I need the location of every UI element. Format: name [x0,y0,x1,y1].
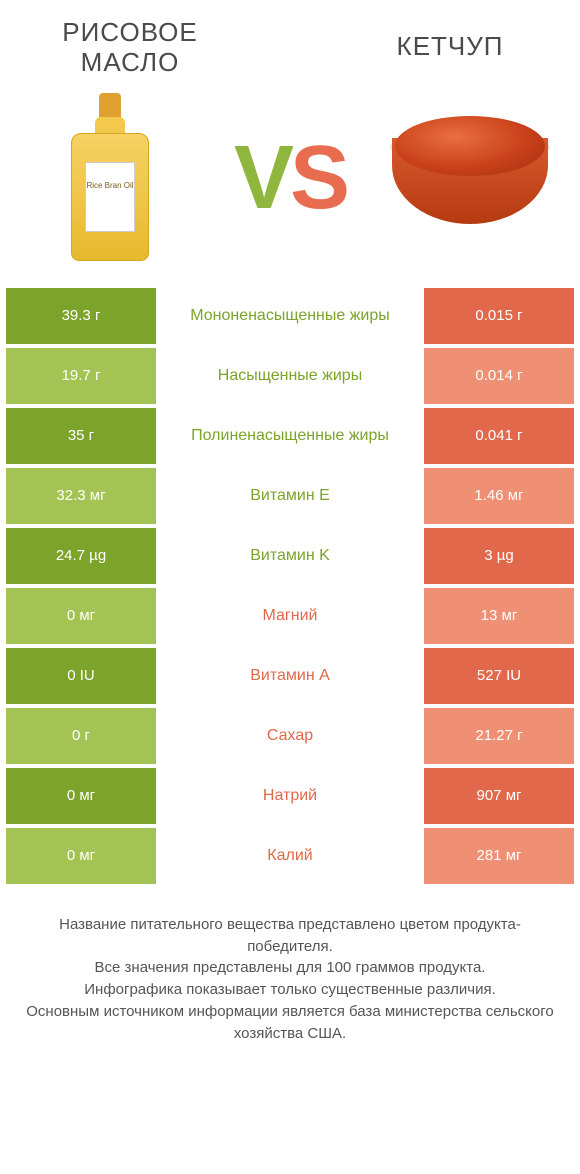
value-b: 1.46 мг [424,468,574,524]
nutrient-label: Витамин K [156,528,424,584]
value-a: 39.3 г [6,288,156,344]
value-a: 0 г [6,708,156,764]
table-row: 35 гПолиненасыщенные жиры0.041 г [6,408,574,464]
product-a-title: РИСОВОЕ МАСЛО [30,18,230,78]
nutrient-label: Магний [156,588,424,644]
nutrient-label: Калий [156,828,424,884]
value-b: 13 мг [424,588,574,644]
value-b: 527 IU [424,648,574,704]
nutrient-label: Насыщенные жиры [156,348,424,404]
vs-v: V [234,128,290,228]
comparison-table: 39.3 гМононенасыщенные жиры0.015 г19.7 г… [0,288,580,884]
table-row: 19.7 гНасыщенные жиры0.014 г [6,348,574,404]
value-a: 0 мг [6,768,156,824]
value-a: 0 мг [6,588,156,644]
value-a: 35 г [6,408,156,464]
footer-notes: Название питательного вещества представл… [0,888,580,1045]
vs-s: S [290,128,346,228]
images-row: Rice Bran Oil VS [0,78,580,288]
product-b-title: КЕТЧУП [350,32,550,62]
nutrient-label: Полиненасыщенные жиры [156,408,424,464]
oil-bottle-icon: Rice Bran Oil [70,93,150,263]
value-a: 0 IU [6,648,156,704]
table-row: 0 гСахар21.27 г [6,708,574,764]
nutrient-label: Витамин E [156,468,424,524]
value-a: 19.7 г [6,348,156,404]
value-a: 24.7 µg [6,528,156,584]
bottle-label: Rice Bran Oil [85,162,135,232]
value-b: 3 µg [424,528,574,584]
footer-line: Основным источником информации является … [24,1001,556,1045]
header: РИСОВОЕ МАСЛО КЕТЧУП [0,0,580,78]
value-b: 281 мг [424,828,574,884]
value-a: 0 мг [6,828,156,884]
value-b: 0.014 г [424,348,574,404]
product-b-image [390,88,550,268]
footer-line: Все значения представлены для 100 граммо… [24,957,556,979]
table-row: 0 IUВитамин A527 IU [6,648,574,704]
value-b: 21.27 г [424,708,574,764]
footer-line: Инфографика показывает только существенн… [24,979,556,1001]
table-row: 0 мгНатрий907 мг [6,768,574,824]
table-row: 0 мгМагний13 мг [6,588,574,644]
nutrient-label: Мононенасыщенные жиры [156,288,424,344]
footer-line: Название питательного вещества представл… [24,914,556,958]
table-row: 0 мгКалий281 мг [6,828,574,884]
ketchup-bowl-icon [390,108,550,248]
value-b: 0.041 г [424,408,574,464]
value-b: 0.015 г [424,288,574,344]
nutrient-label: Сахар [156,708,424,764]
table-row: 32.3 мгВитамин E1.46 мг [6,468,574,524]
table-row: 39.3 гМононенасыщенные жиры0.015 г [6,288,574,344]
value-b: 907 мг [424,768,574,824]
table-row: 24.7 µgВитамин K3 µg [6,528,574,584]
value-a: 32.3 мг [6,468,156,524]
nutrient-label: Витамин A [156,648,424,704]
product-a-image: Rice Bran Oil [30,88,190,268]
nutrient-label: Натрий [156,768,424,824]
vs-label: VS [234,133,346,223]
